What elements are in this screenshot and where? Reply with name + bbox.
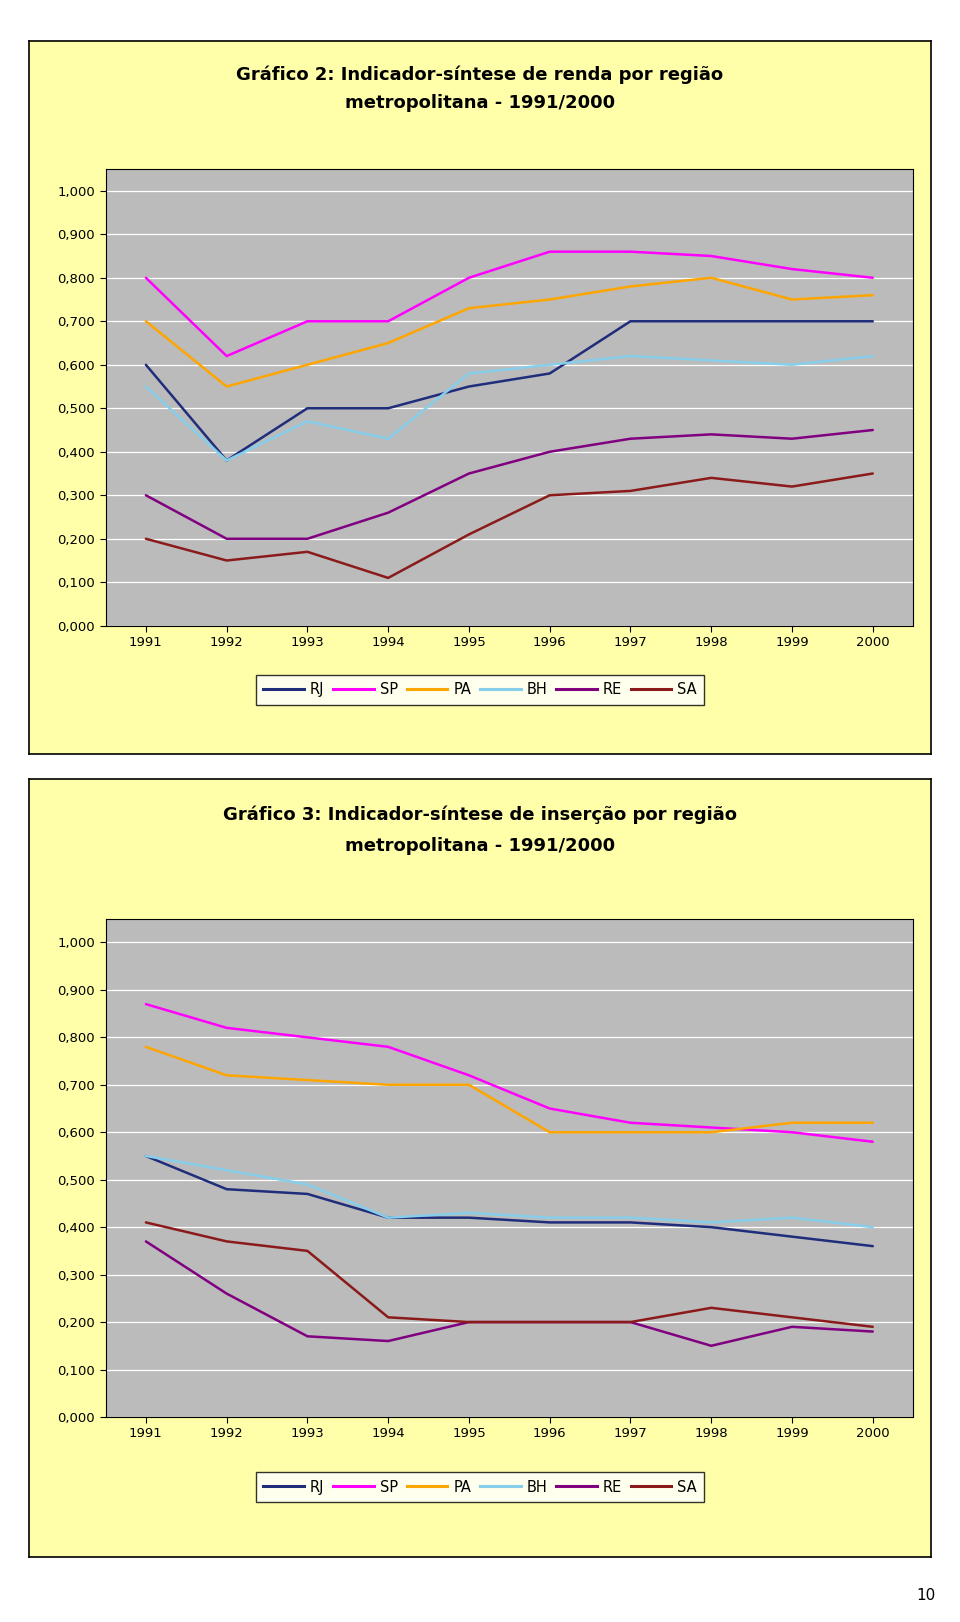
Text: 10: 10 xyxy=(917,1588,936,1603)
Text: Gráfico 3: Indicador-síntese de inserção por região: Gráfico 3: Indicador-síntese de inserção… xyxy=(223,806,737,824)
Text: metropolitana - 1991/2000: metropolitana - 1991/2000 xyxy=(345,94,615,112)
Legend: RJ, SP, PA, BH, RE, SA: RJ, SP, PA, BH, RE, SA xyxy=(255,675,705,706)
Text: metropolitana - 1991/2000: metropolitana - 1991/2000 xyxy=(345,837,615,855)
Legend: RJ, SP, PA, BH, RE, SA: RJ, SP, PA, BH, RE, SA xyxy=(255,1473,705,1502)
Text: Gráfico 2: Indicador-síntese de renda por região: Gráfico 2: Indicador-síntese de renda po… xyxy=(236,65,724,84)
